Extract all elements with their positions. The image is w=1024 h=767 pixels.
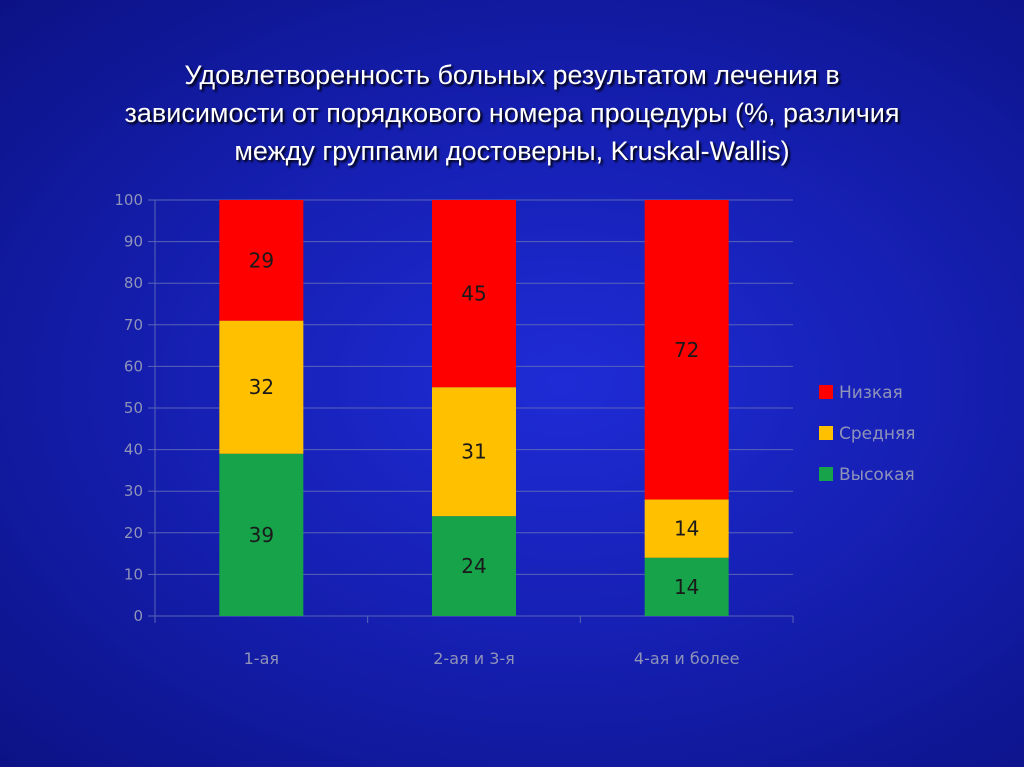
bar-segment [431,516,517,616]
bar-segment [644,200,729,500]
data-label: 32 [249,375,274,399]
data-label: 45 [461,282,486,306]
x-tick-label: 2-ая и 3-я [433,649,515,668]
y-tick-label: 90 [124,233,143,251]
legend-label: Высокая [839,465,915,485]
bar-segment [644,499,729,558]
y-tick-label: 100 [114,191,143,209]
bar-segment [219,200,304,321]
y-tick-label: 40 [124,441,143,459]
y-tick-label: 80 [124,274,143,292]
bars [219,200,729,616]
title-line-3: между группами достоверны, Kruskal-Walli… [234,136,790,166]
title-line-1: Удовлетворенность больных результатом ле… [184,60,840,90]
legend-swatch [819,467,833,481]
data-label: 72 [674,338,699,362]
bar-segment [431,387,517,517]
legend-label: Низкая [839,383,903,403]
y-tick-label: 20 [124,524,143,542]
y-tick-label: 30 [124,482,143,500]
x-tick-label: 1-ая [244,649,279,668]
bar-segment [431,200,517,388]
legend: Низкая Средняя Высокая [819,383,915,485]
y-tick-label: 0 [133,607,143,625]
legend-swatch [819,385,833,399]
bar-segment [219,320,304,454]
x-tick-label: 4-ая и более [634,649,740,668]
data-label: 39 [249,523,274,547]
y-tick-label: 60 [124,357,143,375]
data-label: 31 [461,440,486,464]
data-label: 29 [249,248,274,272]
chart-title: Удовлетворенность больных результатом ле… [40,56,984,170]
data-label: 24 [461,554,486,578]
y-tick-label: 70 [124,316,143,334]
data-label: 14 [674,575,699,599]
y-tick-label: 10 [124,565,143,583]
bar-segment [219,453,304,616]
title-line-2: зависимости от порядкового номера процед… [124,98,900,128]
data-label: 14 [674,517,699,541]
legend-swatch [819,426,833,440]
y-tick-label: 50 [124,399,143,417]
legend-label: Средняя [839,424,915,444]
data-labels: 39 32 29 24 31 45 14 14 72 [249,248,700,599]
bar-segment [644,557,729,616]
